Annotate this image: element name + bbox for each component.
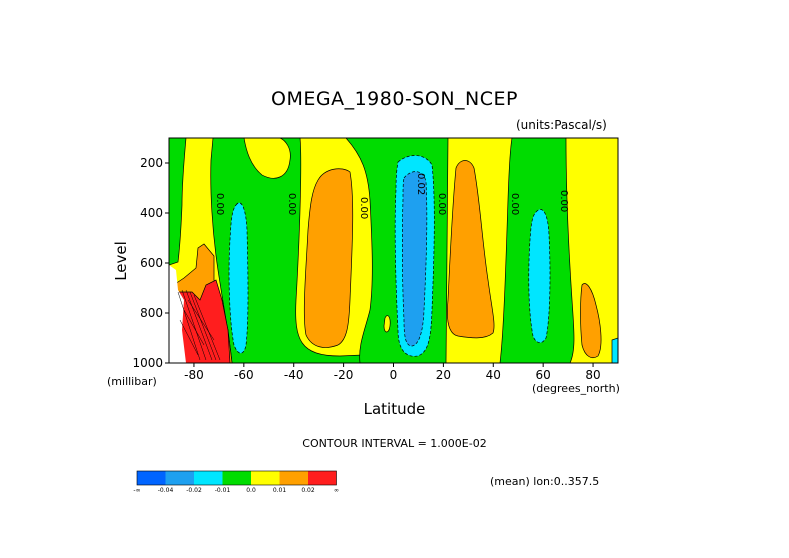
colorbar-label: -0.04: [158, 487, 174, 494]
contour-label-1: 0.00: [214, 193, 225, 215]
region-missing-data: [169, 265, 186, 363]
contour-label-4: 0.00: [436, 193, 447, 215]
x-axis: -80 -60 -40 -20 0 20 40 60 80: [184, 363, 601, 382]
x-tick-label: -40: [284, 368, 304, 382]
colorbar-swatch: [251, 471, 280, 485]
x-tick-label: 40: [486, 368, 501, 382]
y-tick-label: 800: [140, 306, 163, 320]
region-cyan-cell-57n: [528, 209, 551, 343]
region-red-cell-75s: [169, 279, 231, 363]
x-tick-label: 60: [536, 368, 551, 382]
colorbar-swatch: [222, 471, 251, 485]
region-yellow-blob-3s: [383, 315, 391, 333]
colorbar-label: -0.01: [215, 487, 231, 494]
contour-label-6: 0.00: [558, 190, 569, 212]
x-tick-label: -80: [184, 368, 204, 382]
colorbar-label: ∞: [334, 487, 339, 494]
y-tick-label: 400: [140, 206, 163, 220]
y-axis: 200 400 600 800 1000: [132, 156, 169, 370]
region-blue-cell-10n: [402, 171, 428, 347]
x-tick-label: -60: [234, 368, 254, 382]
x-tick-label: 20: [436, 368, 451, 382]
colorbar-label: -0.02: [186, 487, 202, 494]
y-tick-label: 600: [140, 256, 163, 270]
x-tick-label: 80: [585, 368, 600, 382]
contour-label-7: 0.02: [415, 173, 426, 195]
x-tick-label: 0: [390, 368, 398, 382]
region-green-sh-polar: [169, 138, 187, 266]
region-cyan-edge-90n: [611, 337, 618, 363]
x-tick-label: -20: [334, 368, 354, 382]
chart-title: OMEGA_1980-SON_NCEP: [271, 88, 518, 110]
colorbar-label: 0.01: [273, 487, 287, 494]
x-axis-unit: (degrees_north): [532, 382, 620, 395]
y-axis-unit: (millibar): [107, 375, 157, 388]
contour-fill: [169, 138, 618, 363]
colorbar-swatch: [308, 471, 337, 485]
contour-label-2: 0.00: [286, 193, 297, 215]
colorbar-swatch: [165, 471, 194, 485]
y-tick-label: 200: [140, 156, 163, 170]
region-orange-cell-20s: [303, 168, 354, 348]
colorbar-swatch: [279, 471, 308, 485]
region-cyan-cell-60s: [228, 202, 249, 354]
contour-labels: 0.00 0.00 0.00 0.00 0.00 0.00 0.02: [214, 173, 569, 219]
colorbar-frame: [136, 470, 337, 486]
x-axis-label: Latitude: [363, 400, 426, 418]
region-orange-cell-80n: [580, 283, 602, 359]
region-green-sh-subpolar: [210, 138, 364, 363]
colorbar-swatch: [137, 471, 166, 485]
y-tick-label: 1000: [132, 356, 163, 370]
colorbar-label: -∞: [133, 487, 140, 494]
dense-contours-sh: [177, 289, 221, 361]
colorbar: -∞ -0.04 -0.02 -0.01 0.0 0.01 0.02 ∞: [133, 470, 339, 494]
units-label: (units:Pascal/s): [516, 118, 607, 132]
region-orange-cell-25n: [446, 160, 495, 339]
mean-longitude-label: (mean) lon:0..357.5: [490, 475, 600, 488]
colorbar-label: 0.0: [246, 487, 256, 494]
contour-label-5: 0.00: [509, 193, 520, 215]
colorbar-swatch: [194, 471, 223, 485]
contour-label-3: 0.00: [358, 197, 369, 219]
colorbar-label: 0.02: [301, 487, 315, 494]
contour-interval-label: CONTOUR INTERVAL = 1.000E-02: [302, 437, 487, 450]
